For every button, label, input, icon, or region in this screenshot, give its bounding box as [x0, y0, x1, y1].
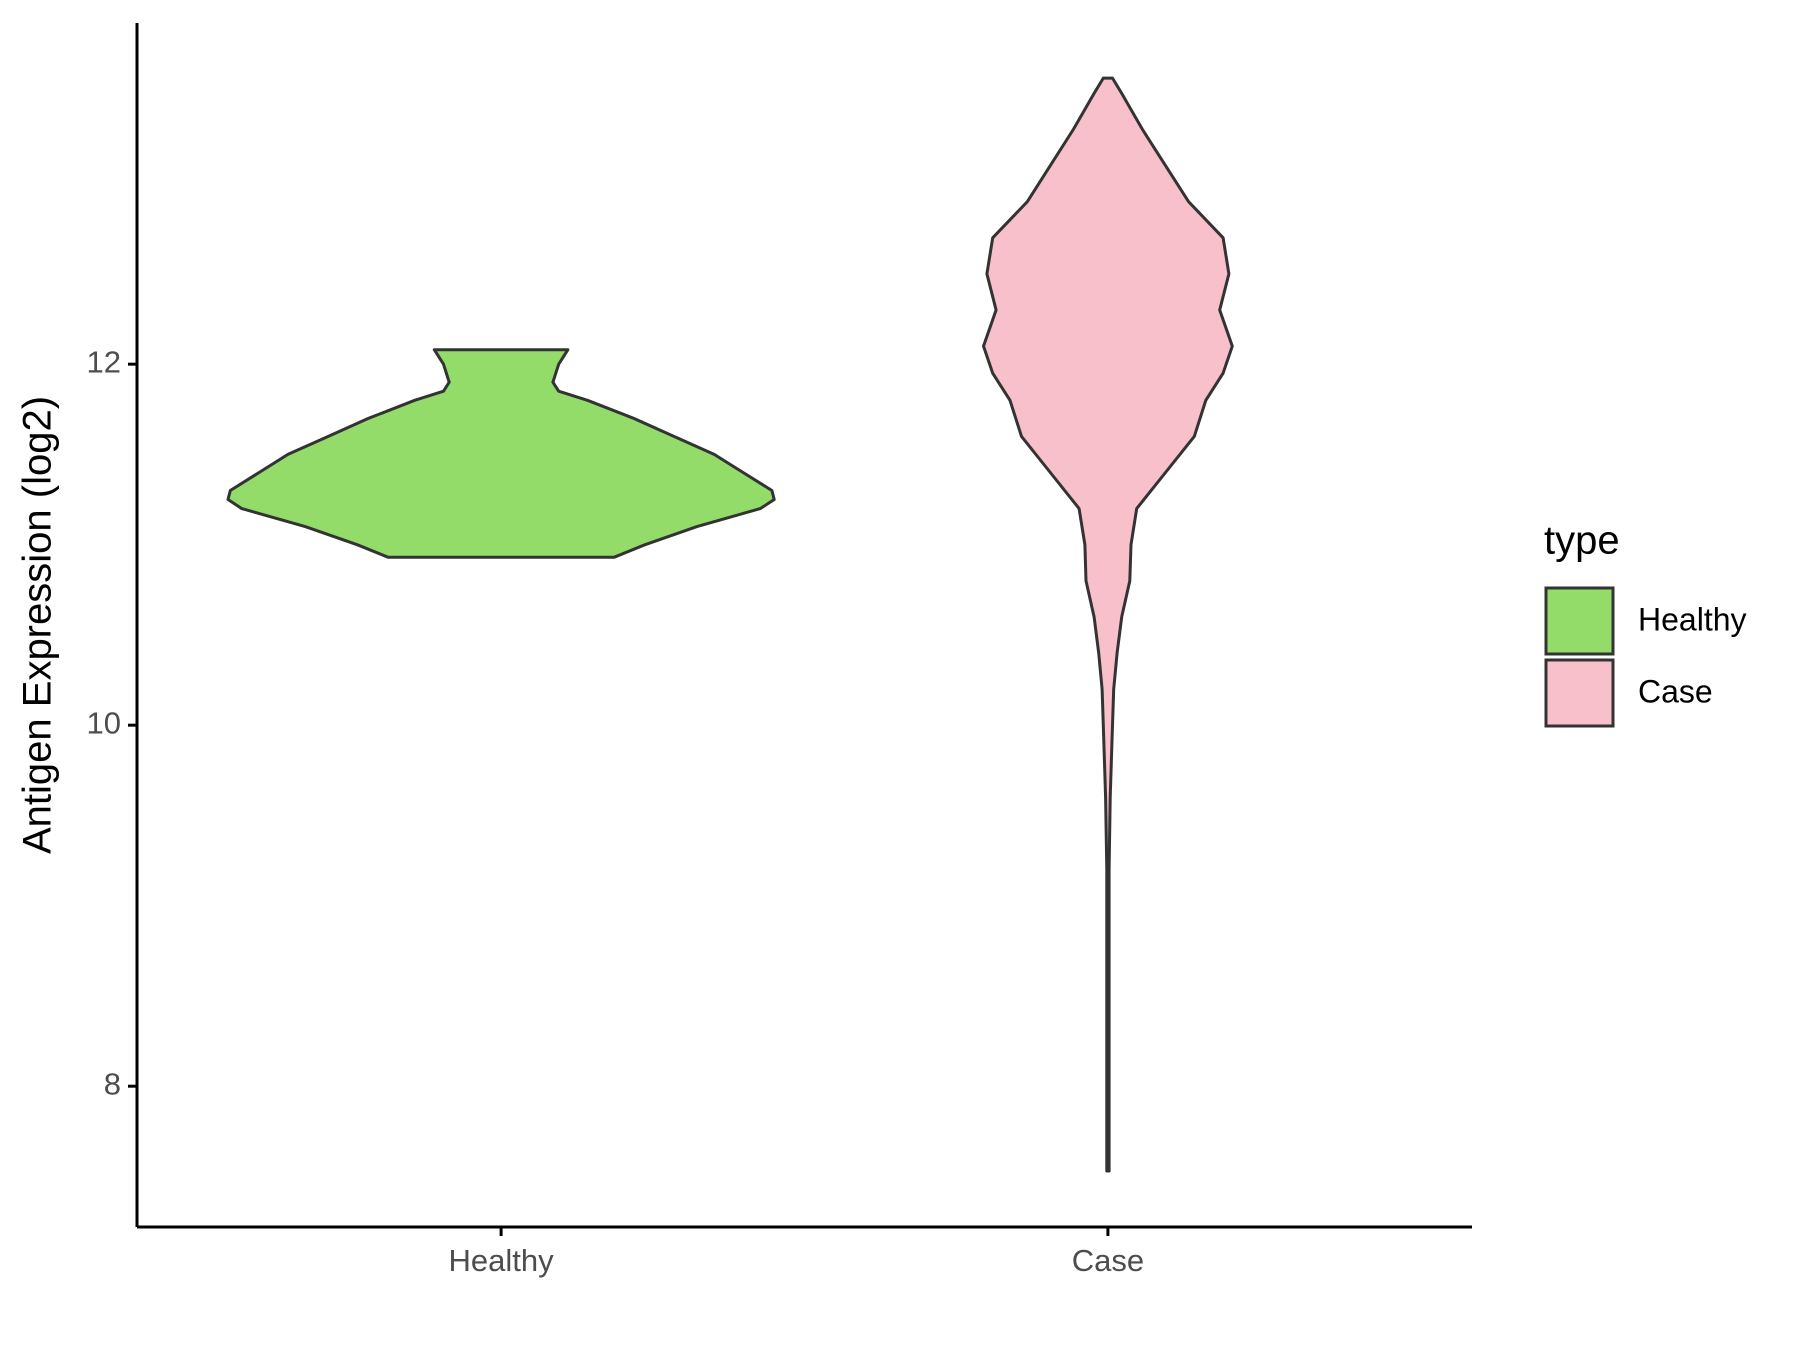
legend-label: Healthy — [1638, 601, 1747, 637]
y-axis-title: Antigen Expression (log2) — [16, 396, 60, 854]
legend-key — [1544, 658, 1615, 728]
legend-key — [1544, 586, 1615, 656]
y-tick-label: 12 — [87, 344, 121, 379]
x-tick-label: Healthy — [449, 1243, 555, 1278]
y-tick-label: 10 — [87, 705, 121, 740]
x-tick-label: Case — [1072, 1243, 1144, 1278]
y-tick-label: 8 — [104, 1066, 121, 1101]
violin — [226, 348, 776, 559]
legend-title: type — [1544, 519, 1620, 563]
violin — [982, 76, 1234, 1173]
legend-label: Case — [1638, 673, 1713, 709]
